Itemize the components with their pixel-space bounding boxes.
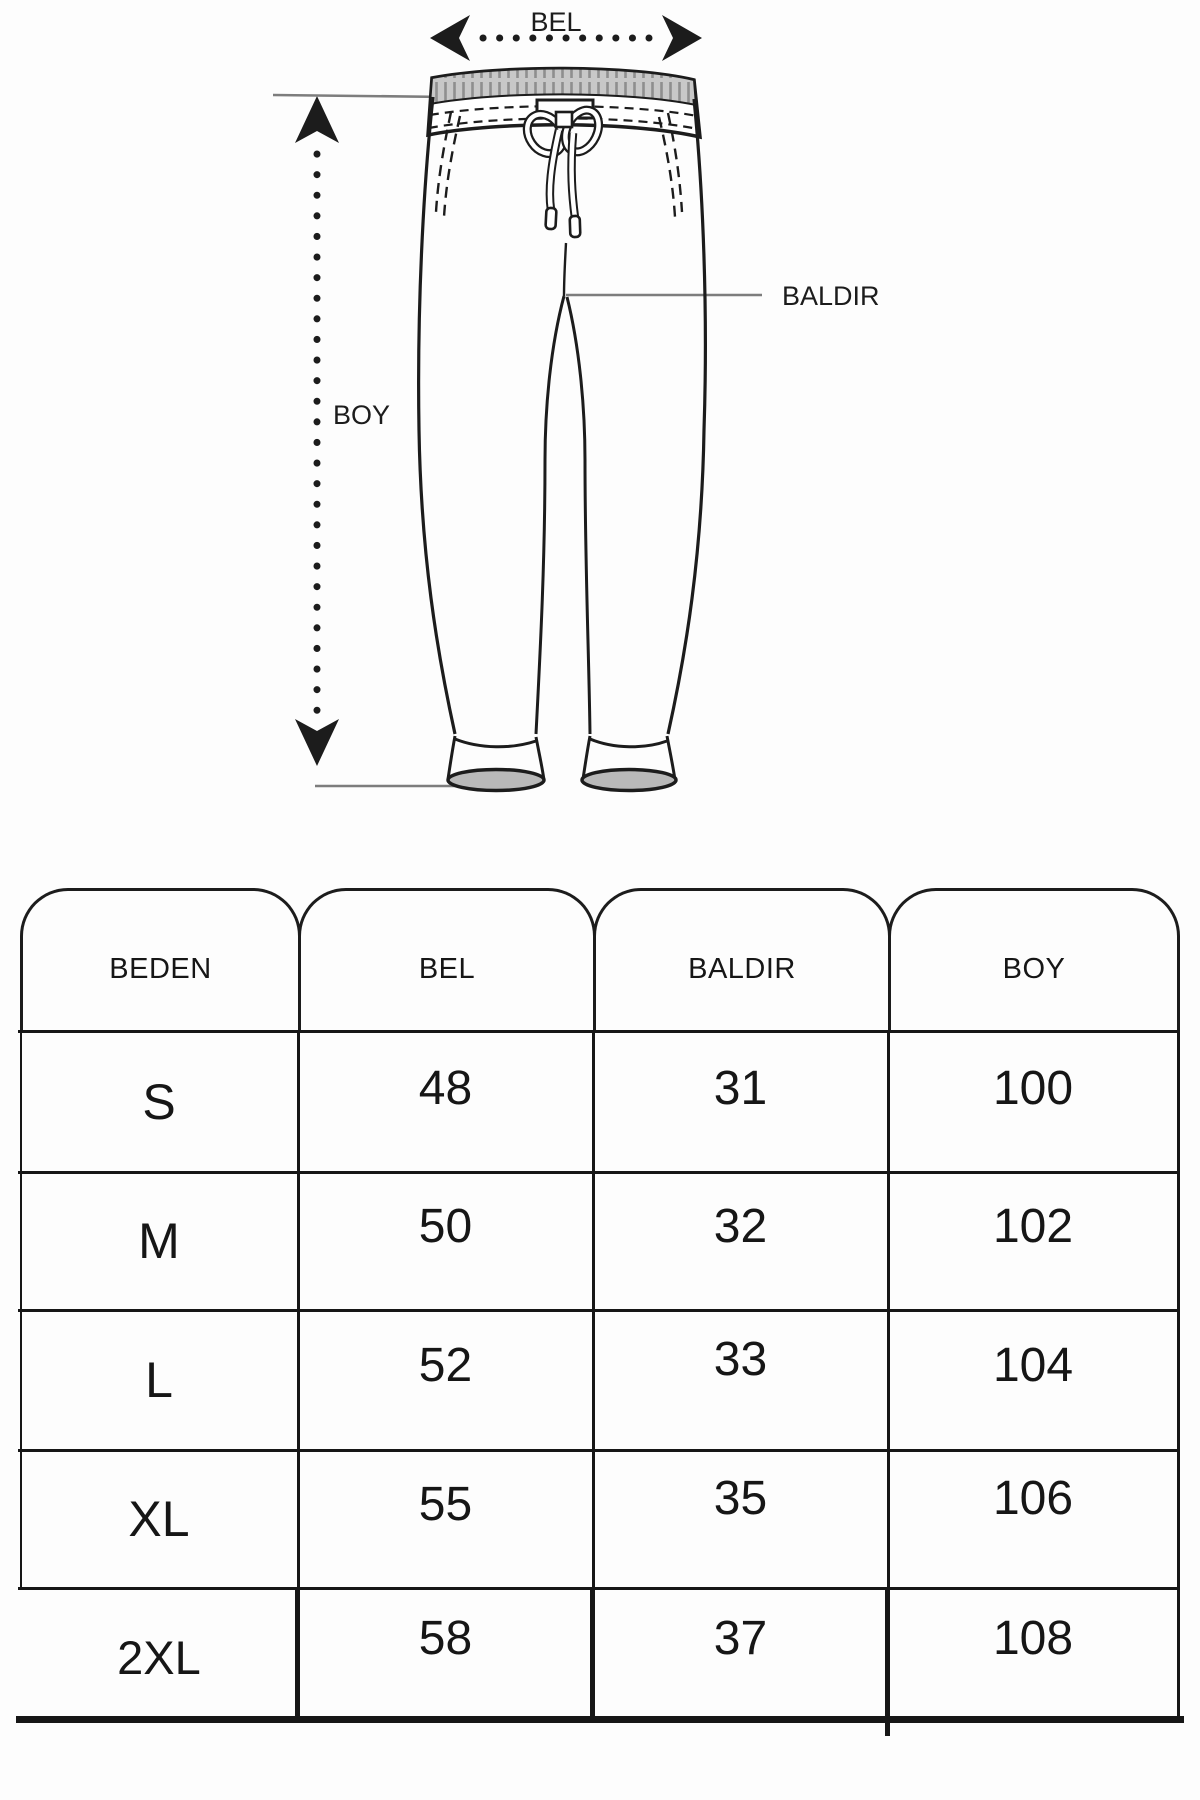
boy-cell: 104 (992, 1339, 1074, 1392)
boy-arrow-up-icon (295, 96, 339, 143)
table-left-border (20, 1033, 22, 1589)
cuff-right (580, 735, 678, 793)
inner-seam-right (565, 296, 592, 735)
row-separator (18, 1309, 1180, 1312)
baldir-cell: 33 (713, 1333, 768, 1386)
waist-pointer-line (272, 93, 450, 99)
column-separator (297, 1033, 300, 1589)
size-cell: M (138, 1212, 180, 1269)
table-header-baldir: BALDIR (593, 888, 891, 1032)
center-front-seam (562, 242, 568, 297)
table-bottom-border (16, 1716, 1184, 1723)
row-separator (18, 1171, 1180, 1174)
row-separator (18, 1449, 1180, 1452)
boy-label: BOY (333, 400, 390, 430)
size-cell: S (142, 1074, 176, 1130)
drawstring-bow (522, 105, 604, 239)
size-cell: 2XL (117, 1630, 201, 1684)
bel-cell: 58 (418, 1611, 473, 1665)
pants-technical-drawing: BEL BOY BALDIR (272, 7, 880, 793)
boy-cell: 106 (992, 1472, 1074, 1525)
outer-seam-left (417, 96, 457, 735)
pocket-stitch-left (434, 111, 453, 213)
bel-label: BEL (530, 7, 581, 37)
boy-arrow-down-icon (295, 719, 339, 766)
baldir-cell: 37 (713, 1611, 768, 1665)
baldir-cell: 31 (713, 1061, 768, 1115)
pocket-stitch-right-inner (657, 116, 677, 218)
bel-cell: 52 (418, 1339, 473, 1392)
baldir-cell: 32 (713, 1200, 768, 1253)
pocket-stitch-left-inner (442, 115, 462, 218)
bel-cell: 48 (418, 1061, 473, 1115)
size-cell: XL (128, 1490, 190, 1547)
table-header-beden: BEDEN (20, 888, 301, 1032)
column-separator (887, 1033, 890, 1589)
bel-cell: 50 (418, 1200, 473, 1253)
boy-cell: 100 (992, 1061, 1074, 1115)
bel-arrow-right-icon (662, 15, 702, 61)
table-header-bel: BEL (298, 888, 596, 1032)
column-separator-thick (885, 1590, 890, 1736)
table-right-border (1177, 1033, 1180, 1718)
outer-seam-right (666, 98, 707, 735)
table-header-boy: BOY (888, 888, 1180, 1032)
column-separator (592, 1033, 595, 1589)
bel-cell: 55 (418, 1478, 473, 1531)
baldir-label: BALDIR (782, 281, 880, 311)
row-separator (18, 1587, 1180, 1590)
boy-cell: 102 (992, 1200, 1074, 1253)
inner-seam-left (534, 295, 566, 735)
bel-arrow-left-icon (430, 15, 470, 61)
cuff-left (446, 735, 546, 793)
header-bottom-line (18, 1030, 1180, 1033)
boy-cell: 108 (992, 1611, 1074, 1665)
column-separator-thick (590, 1590, 595, 1716)
baldir-cell: 35 (713, 1472, 768, 1525)
column-separator-thick (295, 1590, 300, 1716)
size-cell: L (145, 1351, 173, 1408)
